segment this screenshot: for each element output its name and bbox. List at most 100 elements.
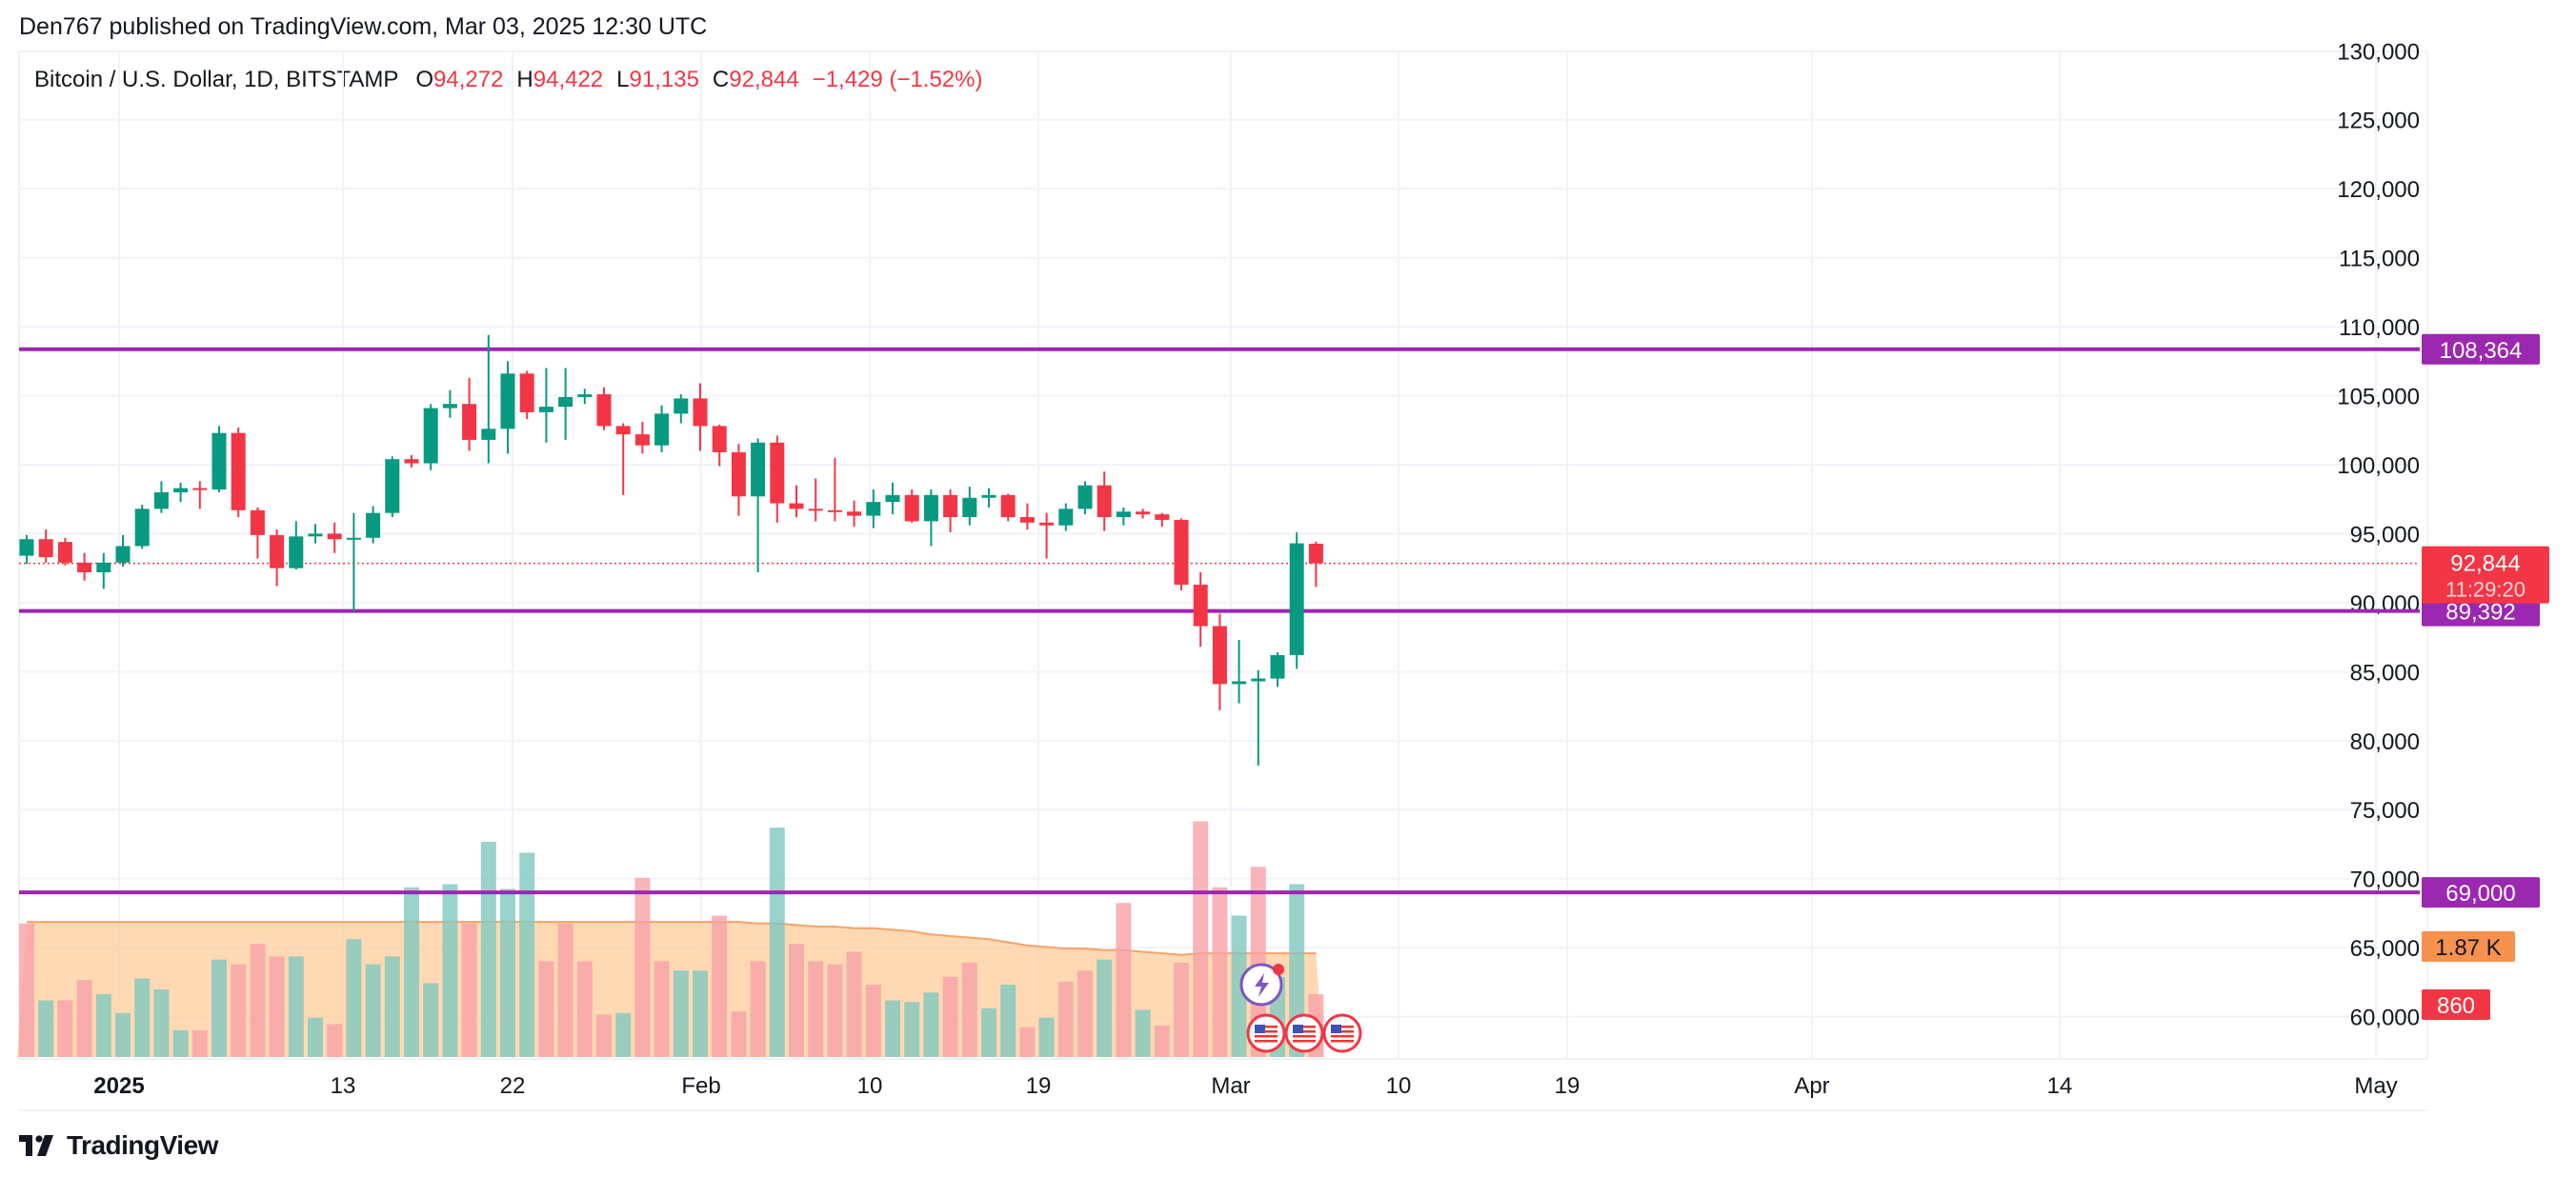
volume-bar — [480, 841, 496, 1057]
volume-label: 860 — [2437, 993, 2475, 1019]
volume-bar — [172, 1029, 189, 1057]
volume-ma-line — [27, 921, 1317, 956]
volume-bar — [231, 964, 247, 1057]
volume-bar — [19, 923, 34, 1057]
volume-bar — [789, 944, 804, 1057]
volume-bar — [923, 992, 939, 1057]
x-tick-label: Feb — [681, 1073, 720, 1099]
candle-body — [1039, 522, 1055, 526]
y-tick-label: 70,000 — [2350, 868, 2420, 893]
open-value: 94,272 — [433, 67, 504, 92]
ohlc-legend: Bitcoin / U.S. Dollar, 1D, BITSTAMP O94,2… — [34, 67, 982, 93]
x-tick-label: 19 — [1026, 1073, 1052, 1099]
x-tick-label: 13 — [331, 1073, 356, 1099]
flag-stripe — [1255, 1030, 1278, 1033]
volume-bar — [904, 1002, 920, 1057]
volume-bar — [846, 951, 862, 1057]
candle-body — [134, 509, 150, 547]
volume-bar — [384, 956, 400, 1057]
candle-body — [308, 533, 323, 537]
high-label: H — [516, 67, 533, 92]
volume-bar — [673, 970, 689, 1057]
volume-bar — [38, 1000, 54, 1057]
candle-body — [327, 533, 342, 540]
candle-body — [770, 442, 785, 504]
volume-badge — [2422, 989, 2490, 1020]
volume-bar — [250, 944, 266, 1057]
candle-body — [1058, 509, 1074, 526]
volume-bar — [76, 980, 92, 1057]
x-tick-label: 10 — [857, 1073, 883, 1099]
candle-body — [596, 394, 612, 427]
candle-body — [962, 497, 977, 518]
flag-stripe — [1255, 1026, 1278, 1028]
volume-bar — [865, 985, 881, 1057]
volume-bar — [134, 978, 151, 1057]
volume-bar — [500, 888, 515, 1057]
candle-body — [1232, 681, 1247, 685]
candle-body — [1077, 485, 1093, 509]
volume-bar — [519, 852, 535, 1057]
volume-bar — [211, 959, 227, 1057]
volume-bar — [153, 989, 170, 1057]
candle-body — [1193, 585, 1208, 627]
volume-bar — [404, 887, 419, 1057]
candle-body — [1097, 485, 1112, 518]
candle-body — [231, 432, 246, 510]
flag-stripe — [1293, 1026, 1316, 1028]
flag-canton — [1255, 1025, 1265, 1033]
volume-bar — [654, 961, 670, 1057]
volume-bar — [1000, 985, 1016, 1057]
candle-body — [1270, 654, 1285, 679]
candle-body — [1174, 519, 1189, 586]
x-tick-label: 14 — [2047, 1073, 2073, 1099]
close-label: C — [712, 67, 730, 92]
candle-body — [115, 546, 131, 563]
volume-bar — [1057, 981, 1074, 1057]
level-price-label: 108,364 — [2440, 338, 2523, 364]
y-tick-label: 60,000 — [2350, 1006, 2420, 1031]
tradingview-logo[interactable]: TradingView — [19, 1129, 218, 1162]
x-tick-label: Mar — [1211, 1073, 1250, 1099]
last-price-badge — [2422, 546, 2549, 604]
candle-body — [712, 426, 727, 452]
level-price-label: 89,392 — [2445, 600, 2515, 626]
candle-body — [462, 404, 477, 440]
candle-body — [538, 407, 553, 412]
candle-body — [885, 494, 900, 503]
volume-bar — [538, 961, 554, 1057]
y-tick-label: 75,000 — [2350, 798, 2420, 824]
us-flag-event-icon — [1322, 1013, 1362, 1053]
volume-bar — [115, 1012, 131, 1057]
candle-body — [57, 542, 72, 563]
volume-bar — [1154, 1026, 1170, 1057]
notification-dot-icon — [1273, 964, 1284, 975]
candle-body — [904, 494, 919, 522]
y-tick-label: 90,000 — [2350, 591, 2420, 617]
x-tick-label: 19 — [1555, 1073, 1580, 1099]
y-tick-label: 120,000 — [2337, 177, 2420, 203]
candle-body — [827, 509, 842, 512]
y-tick-label: 85,000 — [2350, 660, 2420, 686]
volume-ma-label: 1.87 K — [2435, 935, 2501, 961]
us-flag-event-icon — [1284, 1013, 1324, 1053]
flag-stripe — [1255, 1040, 1278, 1043]
volume-bar — [808, 961, 824, 1057]
candle-body — [577, 394, 593, 397]
candle-body — [923, 494, 938, 522]
volume-bar — [1174, 963, 1189, 1057]
candle-body — [558, 396, 574, 408]
y-tick-label: 80,000 — [2350, 729, 2420, 755]
volume-bar — [942, 976, 958, 1057]
candle-body — [423, 408, 438, 464]
candle-body — [77, 562, 92, 572]
candle-body — [385, 459, 400, 513]
candle-body — [1019, 517, 1035, 523]
candle-body — [442, 404, 457, 409]
volume-bar — [885, 1000, 900, 1057]
volume-bar — [769, 828, 785, 1057]
y-tick-label: 115,000 — [2339, 247, 2420, 272]
flag-stripe — [1255, 1035, 1278, 1038]
candle-body — [981, 494, 996, 498]
